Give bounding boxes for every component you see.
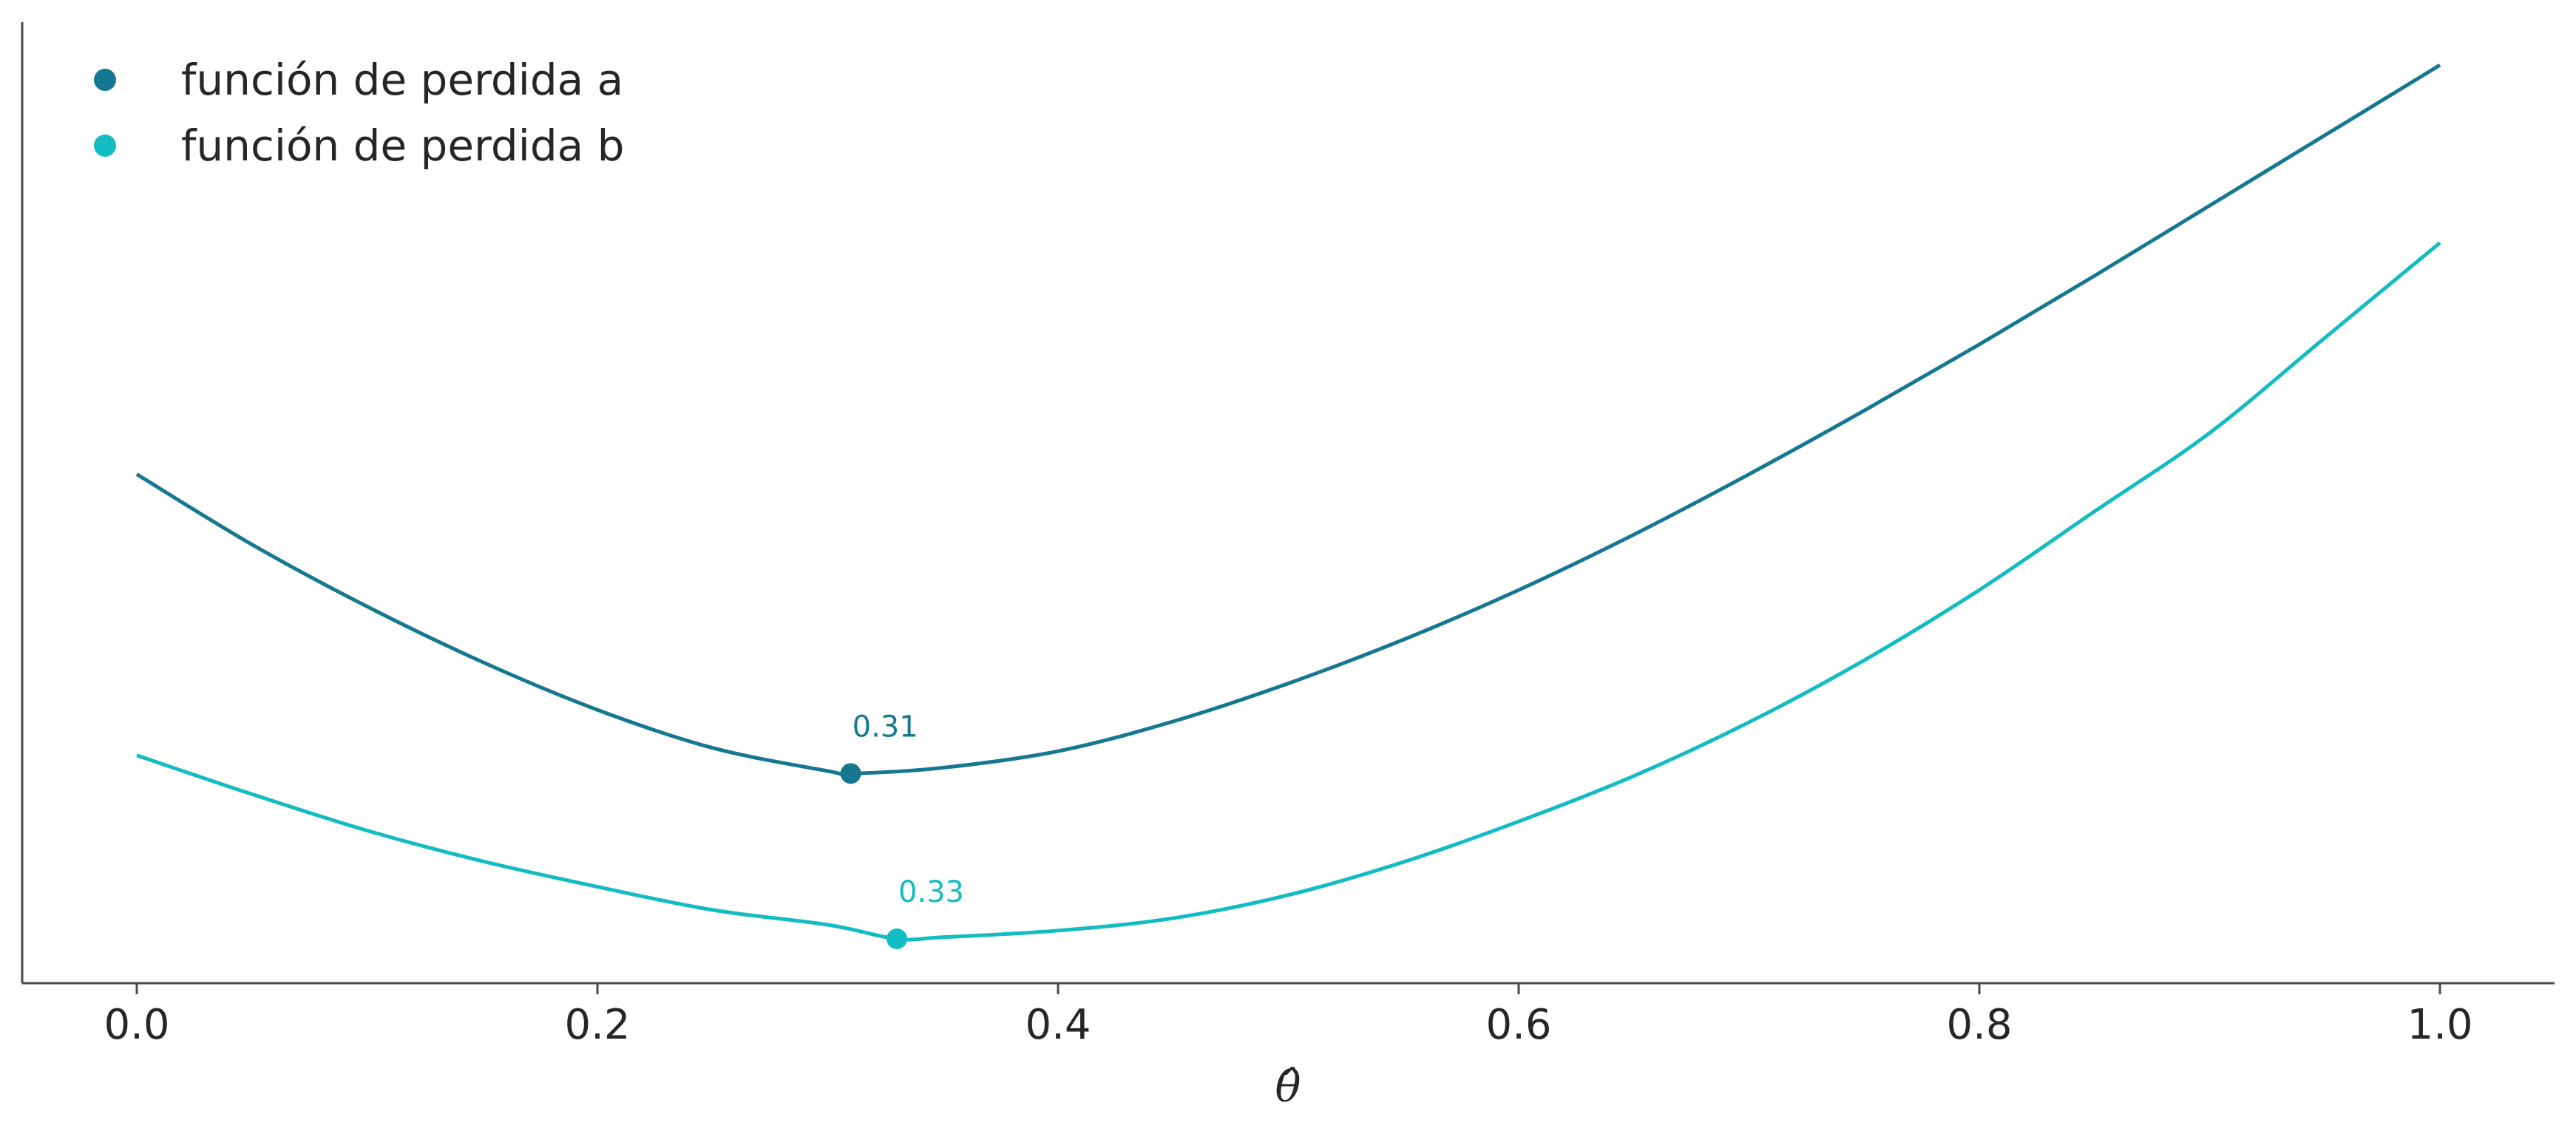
minimum-label-b: 0.33 [898, 875, 964, 909]
x-tick-label: 0.0 [104, 1001, 169, 1049]
x-tick-label: 0.8 [1946, 1001, 2012, 1049]
legend: función de perdida a función de perdida b [94, 55, 624, 171]
series-line-b [136, 241, 2441, 942]
x-tick-label: 1.0 [2407, 1001, 2472, 1049]
x-ticks: 0.0 0.2 0.4 0.6 0.8 1.0 [104, 983, 2473, 1049]
legend-marker-a [94, 69, 116, 91]
x-tick-label: 0.6 [1485, 1001, 1551, 1049]
series-layer: 0.31 0.33 [135, 63, 2441, 949]
x-tick-label: 0.4 [1025, 1001, 1091, 1049]
series-line-a [135, 63, 2441, 776]
x-axis-label: θ̂ [1275, 1062, 1301, 1112]
legend-label-b: función de perdida b [181, 120, 624, 171]
legend-marker-b [94, 135, 116, 157]
minimum-label-a: 0.31 [853, 710, 918, 744]
legend-label-a: función de perdida a [181, 55, 623, 105]
minimum-point-b [886, 928, 907, 949]
minimum-point-a [840, 763, 861, 784]
x-tick-label: 0.2 [564, 1001, 630, 1049]
